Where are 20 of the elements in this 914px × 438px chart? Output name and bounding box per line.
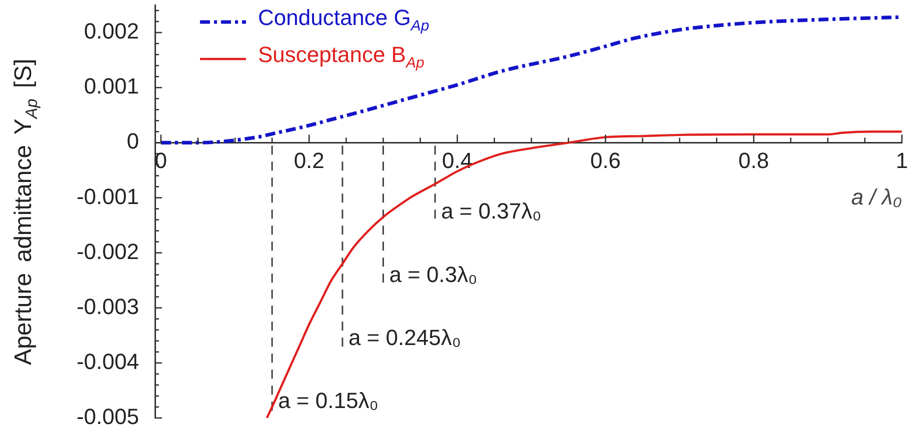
y-tick-label: -0.002 [76,238,139,264]
ref-line-label: a = 0.3λ₀ [389,262,478,287]
y-tick-label: -0.004 [76,348,139,374]
legend-label: Susceptance B$_{Ap}$ [258,41,424,74]
x-tick-label: 1 [896,148,908,173]
ref-line-label: a = 0.15λ₀ [278,388,378,414]
ref-line-label: a = 0.37λ₀ [441,198,542,224]
x-tick-label: 0.8 [738,148,769,173]
legend-label: Conductance G$_{Ap}$ [258,4,430,36]
y-tick-label: -0.003 [76,294,139,319]
x-tick-label: 0.2 [294,148,324,173]
y-tick-label: 0.002 [84,18,139,44]
ref-line-label: a = 0.245λ₀ [348,324,461,350]
x-tick-label: 0.6 [590,148,621,173]
y-tick-label: -0.005 [76,404,139,430]
y-tick-label: 0 [126,128,139,154]
x-axis-title: a / λ₀ [851,184,902,210]
y-tick-label: 0.001 [84,74,139,99]
x-tick-label: 0.4 [442,148,473,173]
y-tick-label: -0.001 [76,184,139,209]
